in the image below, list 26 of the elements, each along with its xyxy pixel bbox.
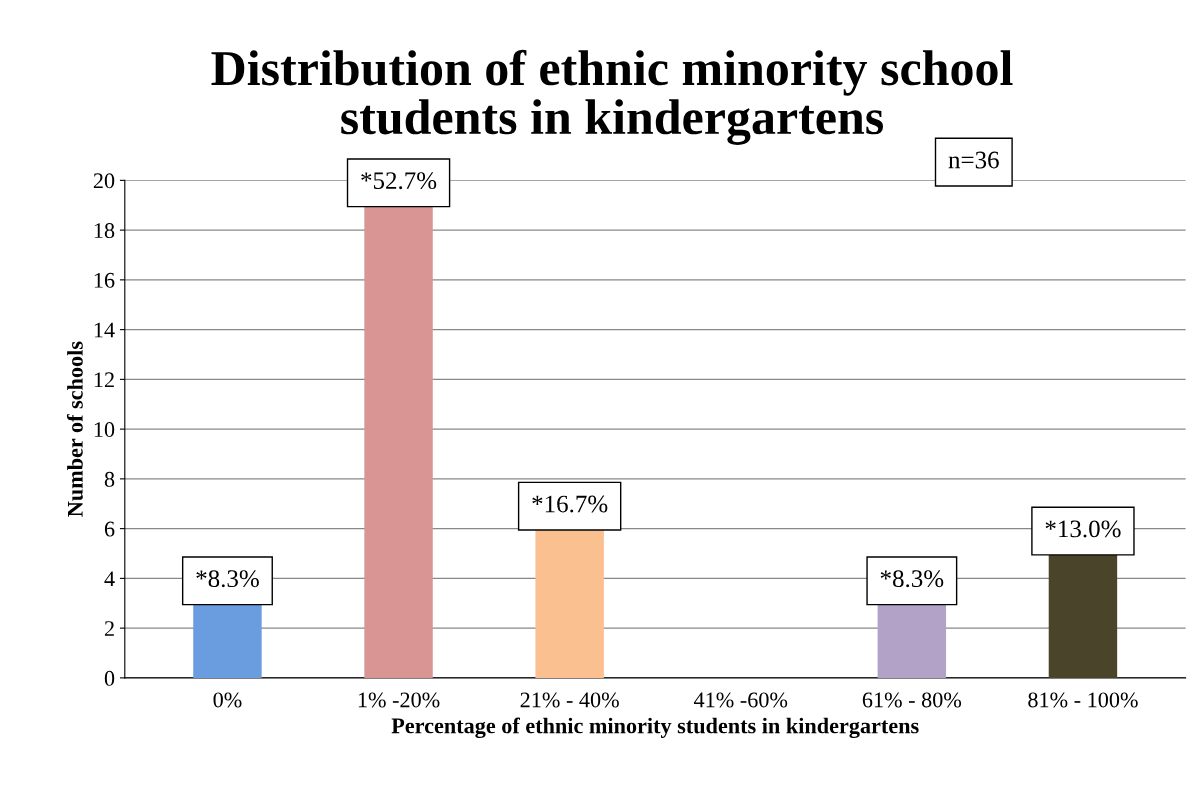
text: n=36: [948, 151, 999, 169]
y-tick-label: 14: [94, 322, 115, 338]
y-tick-label: 4: [104, 571, 115, 587]
y-tick-label: 6: [104, 521, 115, 537]
y-tick-label: 16: [94, 272, 115, 288]
x-tick-label: 61% - 80%: [862, 692, 962, 708]
annotation: *8.3%: [196, 570, 259, 588]
x-tick-label: 81% - 100%: [1028, 692, 1138, 708]
y-tick-label: 8: [104, 471, 115, 487]
y-tick-label: 0: [104, 670, 115, 686]
y-tick-label: 18: [94, 223, 115, 239]
y-axis-title: Number of schools: [66, 341, 83, 517]
y-tick-label: 12: [94, 372, 114, 388]
y-tick-label: 10: [94, 422, 115, 438]
x-tick-label: 21% - 40%: [520, 692, 619, 708]
x-tick-label: 0%: [213, 692, 242, 708]
x-tick-label: 41% -60%: [693, 692, 788, 708]
y-tick-label: 20: [93, 173, 115, 189]
annotation: *52.7%: [361, 172, 437, 190]
y-tick-label: 2: [104, 621, 114, 636]
chart-title: Distribution of ethnic minority school students in kindergartens: [211, 49, 1013, 145]
annotation: *8.3%: [880, 570, 944, 588]
annotation: *16.7%: [532, 495, 608, 513]
annotation: *13.0%: [1045, 520, 1121, 538]
x-axis-title: Percentage of ethnic minority students in kindergartens: [391, 717, 919, 739]
x-tick-label: 1% -20%: [358, 692, 440, 708]
